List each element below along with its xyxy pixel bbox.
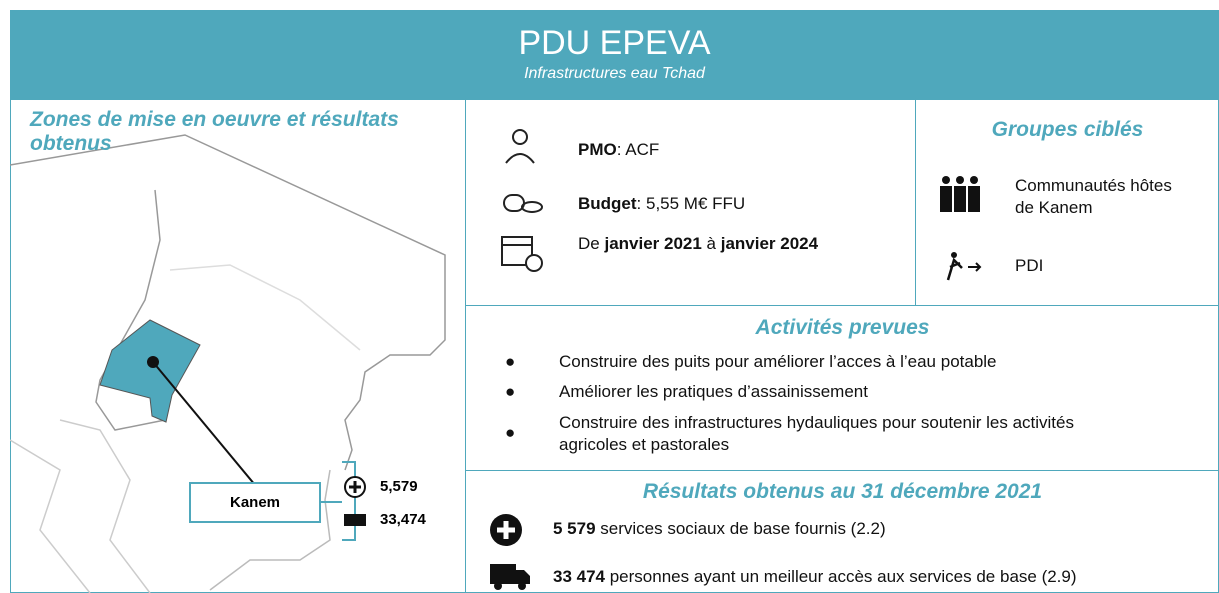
dates-text: De <box>578 234 605 253</box>
pmo-text: : ACF <box>616 140 660 159</box>
activities-title: Activités prevues <box>755 316 930 339</box>
budget-label: Budget <box>578 194 637 213</box>
group-item: Communautés hôtes de Kanem <box>1015 176 1172 217</box>
result-text: personnes ayant un meilleur accès aux se… <box>605 567 1077 586</box>
region-label: Kanem <box>229 494 281 511</box>
info-icons <box>501 129 543 272</box>
result: 5 579 services sociaux de base fournis (… <box>553 519 886 539</box>
pmo: PMO: ACF <box>578 140 659 160</box>
result-number: 33 474 <box>553 567 605 586</box>
activities-list: ● Construire des puits pour améliorer l’a… <box>505 352 1185 456</box>
divider <box>465 470 1219 471</box>
map-result: 33,474 <box>380 511 426 528</box>
title: PDU EPEVA <box>518 24 711 62</box>
result-text: services sociaux de base fournis (2.2) <box>595 519 886 538</box>
divider <box>465 100 466 593</box>
groups-title: Groupes ciblés <box>991 118 1144 141</box>
header: PDU EPEVA Infrastructures eau Tchad <box>10 10 1219 100</box>
activity: ● Construire des puits pour améliorer l’a… <box>505 352 997 371</box>
activity-text: Construire des infrastructures hydauliqu… <box>559 413 1074 454</box>
divider <box>465 305 1219 306</box>
map <box>10 134 446 593</box>
divider <box>915 100 916 305</box>
budget-text: : 5,55 M€ FFU <box>636 194 746 213</box>
subtitle: Infrastructures eau Tchad <box>524 65 705 82</box>
dates-text: à <box>701 234 721 253</box>
result: 33 474 personnes ayant un meilleur accès… <box>553 567 1077 587</box>
activity: ● Améliorer les pratiques d’assainissemen… <box>505 382 868 401</box>
group-item: PDI <box>1015 256 1044 275</box>
result-number: 5 579 <box>553 519 596 538</box>
activity-text: Améliorer les pratiques d’assainissement <box>559 382 868 401</box>
budget: Budget: 5,55 M€ FFU <box>578 194 745 214</box>
date-end: janvier 2024 <box>720 234 819 253</box>
dates: De janvier 2021 à janvier 2024 <box>578 234 818 254</box>
map-title: Zones de mise en oeuvre et résultats obt… <box>30 108 399 155</box>
map-result: 5,579 <box>380 478 418 495</box>
activity-text: Construire des puits pour améliorer l’ac… <box>559 352 997 371</box>
date-start: janvier 2021 <box>604 234 702 253</box>
results-title: Résultats obtenus au 31 décembre 2021 <box>642 480 1043 503</box>
pmo-label: PMO <box>578 140 617 159</box>
result-icons <box>490 514 530 590</box>
group-icons <box>940 176 982 281</box>
activity: ● Construire des infrastructures hydauliq… <box>505 413 1074 454</box>
